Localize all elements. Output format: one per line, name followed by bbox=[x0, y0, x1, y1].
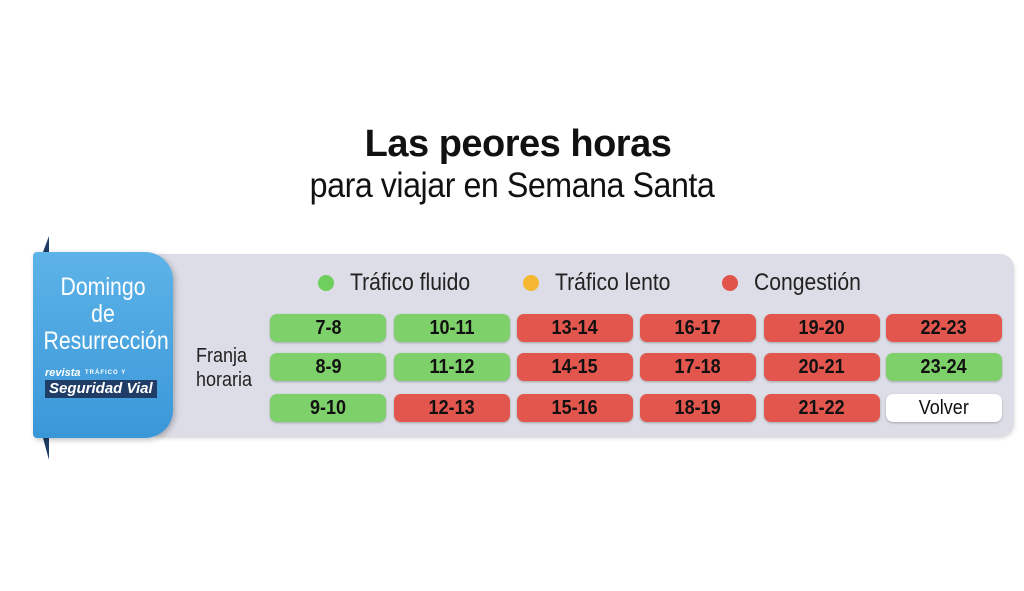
time-slot-label-text: 7-8 bbox=[314, 317, 342, 339]
back-button-label: Volver bbox=[918, 397, 970, 419]
legend: Tráfico fluido Tráfico lento Congestión bbox=[318, 268, 911, 298]
time-slot-16-17[interactable]: 16-17 bbox=[640, 314, 756, 342]
time-slot-label: Franja horaria bbox=[196, 344, 252, 392]
time-slot-label-line2: horaria bbox=[196, 369, 253, 391]
time-slot-15-16[interactable]: 15-16 bbox=[517, 394, 633, 422]
time-slot-label-text: 14-15 bbox=[551, 356, 599, 378]
time-slot-label-text: 21-22 bbox=[798, 397, 846, 419]
time-slot-10-11[interactable]: 10-11 bbox=[394, 314, 510, 342]
time-slot-17-18[interactable]: 17-18 bbox=[640, 353, 756, 381]
time-slot-11-12[interactable]: 11-12 bbox=[394, 353, 510, 381]
legend-dot-icon bbox=[522, 275, 539, 291]
time-slot-label-text: 18-19 bbox=[674, 397, 722, 419]
legend-dot-icon bbox=[318, 275, 334, 291]
time-slot-18-19[interactable]: 18-19 bbox=[640, 394, 756, 422]
time-slot-label-text: 8-9 bbox=[314, 356, 342, 378]
time-slot-19-20[interactable]: 19-20 bbox=[764, 314, 880, 342]
time-slot-label-text: 20-21 bbox=[798, 356, 846, 378]
time-slot-label-text: 16-17 bbox=[674, 317, 722, 339]
time-slot-20-21[interactable]: 20-21 bbox=[764, 353, 880, 381]
time-slot-22-23[interactable]: 22-23 bbox=[886, 314, 1002, 342]
time-slot-label-text: 15-16 bbox=[551, 397, 599, 419]
time-slot-13-14[interactable]: 13-14 bbox=[517, 314, 633, 342]
time-slot-8-9[interactable]: 8-9 bbox=[270, 353, 386, 381]
time-slot-label-line1: Franja bbox=[196, 345, 248, 367]
page-subtitle: para viajar en Semana Santa bbox=[309, 166, 715, 205]
time-slot-9-10[interactable]: 9-10 bbox=[270, 394, 386, 422]
day-label-line2: de bbox=[91, 300, 115, 328]
time-slot-12-13[interactable]: 12-13 bbox=[394, 394, 510, 422]
day-label-line1: Domingo bbox=[60, 273, 146, 301]
time-slot-label-text: 19-20 bbox=[798, 317, 846, 339]
page-title: Las peores horas bbox=[364, 123, 672, 165]
time-slot-21-22[interactable]: 21-22 bbox=[764, 394, 880, 422]
legend-item: Tráfico fluido bbox=[318, 269, 487, 297]
legend-dot-icon bbox=[721, 275, 738, 291]
legend-item: Tráfico lento bbox=[522, 269, 686, 297]
time-slot-label-text: 9-10 bbox=[309, 397, 347, 419]
brand-logo: revista TRÁFICO Y Seguridad Vial bbox=[45, 368, 165, 398]
day-ribbon: Domingo de Resurrección revista TRÁFICO … bbox=[33, 252, 173, 438]
time-slot-label-text: 11-12 bbox=[429, 356, 475, 378]
brand-small-text: revista bbox=[45, 367, 81, 379]
ribbon-fold-bottom bbox=[43, 438, 49, 460]
time-slot-7-8[interactable]: 7-8 bbox=[270, 314, 386, 342]
time-slot-label-text: 23-24 bbox=[920, 356, 968, 378]
legend-label: Tráfico fluido bbox=[350, 269, 471, 296]
back-button[interactable]: Volver bbox=[886, 394, 1002, 422]
day-label: Domingo de Resurrección bbox=[43, 273, 169, 355]
brand-tiny-text: TRÁFICO Y bbox=[85, 370, 127, 376]
legend-label: Congestión bbox=[753, 269, 861, 296]
time-slot-label-text: 22-23 bbox=[920, 317, 968, 339]
time-slot-23-24[interactable]: 23-24 bbox=[886, 353, 1002, 381]
ribbon-fold-top bbox=[43, 236, 49, 252]
time-slot-label-text: 13-14 bbox=[551, 317, 599, 339]
time-slot-label-text: 17-18 bbox=[674, 356, 722, 378]
time-slot-label-text: 10-11 bbox=[429, 317, 475, 339]
title-block: Las peores horas para viajar en Semana S… bbox=[0, 122, 1024, 206]
day-label-line3: Resurrección bbox=[43, 327, 169, 355]
legend-label: Tráfico lento bbox=[554, 269, 670, 296]
time-slot-label-text: 12-13 bbox=[428, 397, 476, 419]
time-slot-14-15[interactable]: 14-15 bbox=[517, 353, 633, 381]
legend-item: Congestión bbox=[721, 269, 875, 297]
brand-big-text: Seguridad Vial bbox=[45, 380, 157, 398]
